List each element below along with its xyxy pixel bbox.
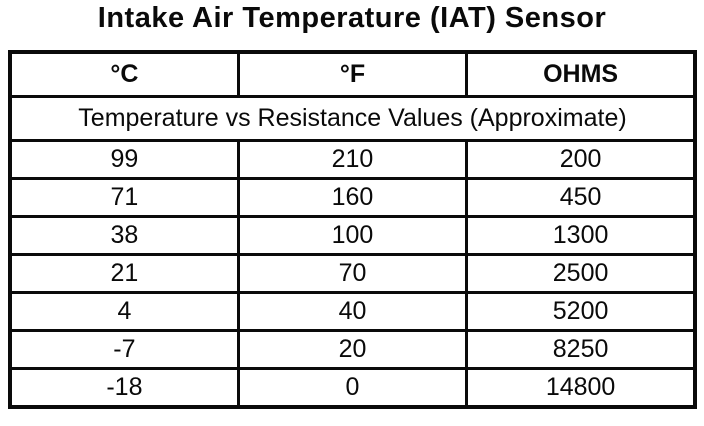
table-row: -18 0 14800	[8, 367, 697, 409]
table-cell-celsius: 71	[8, 177, 240, 218]
table-cell-celsius: 38	[8, 215, 240, 256]
table-row: 21 70 2500	[8, 253, 697, 294]
table-cell-celsius: 99	[8, 139, 240, 180]
table-header-row: °C °F OHMS	[8, 50, 697, 98]
table-cell-celsius: -18	[8, 367, 240, 409]
table-cell-ohms: 5200	[465, 291, 697, 332]
table-cell-fahrenheit: 0	[236, 367, 469, 409]
table-row: 99 210 200	[8, 139, 697, 180]
table-cell-celsius: 21	[8, 253, 240, 294]
iat-sensor-table: °C °F OHMS Temperature vs Resistance Val…	[8, 50, 697, 409]
table-cell-celsius: -7	[8, 329, 240, 370]
column-header-celsius: °C	[8, 50, 240, 98]
table-row: 4 40 5200	[8, 291, 697, 332]
table-subtitle: Temperature vs Resistance Values (Approx…	[8, 95, 697, 142]
table-row: 71 160 450	[8, 177, 697, 218]
table-cell-ohms: 8250	[465, 329, 697, 370]
table-cell-fahrenheit: 210	[236, 139, 469, 180]
column-header-ohms: OHMS	[465, 50, 697, 98]
table-subtitle-row: Temperature vs Resistance Values (Approx…	[8, 95, 697, 142]
table-cell-celsius: 4	[8, 291, 240, 332]
table-row: -7 20 8250	[8, 329, 697, 370]
table-cell-fahrenheit: 100	[236, 215, 469, 256]
table-cell-fahrenheit: 20	[236, 329, 469, 370]
table-cell-fahrenheit: 70	[236, 253, 469, 294]
table-cell-ohms: 450	[465, 177, 697, 218]
table-cell-fahrenheit: 160	[236, 177, 469, 218]
table-cell-ohms: 1300	[465, 215, 697, 256]
table-row: 38 100 1300	[8, 215, 697, 256]
table-cell-ohms: 2500	[465, 253, 697, 294]
table-cell-ohms: 14800	[465, 367, 697, 409]
table-cell-ohms: 200	[465, 139, 697, 180]
table-cell-fahrenheit: 40	[236, 291, 469, 332]
page-title: Intake Air Temperature (IAT) Sensor	[97, 2, 607, 34]
column-header-fahrenheit: °F	[236, 50, 469, 98]
